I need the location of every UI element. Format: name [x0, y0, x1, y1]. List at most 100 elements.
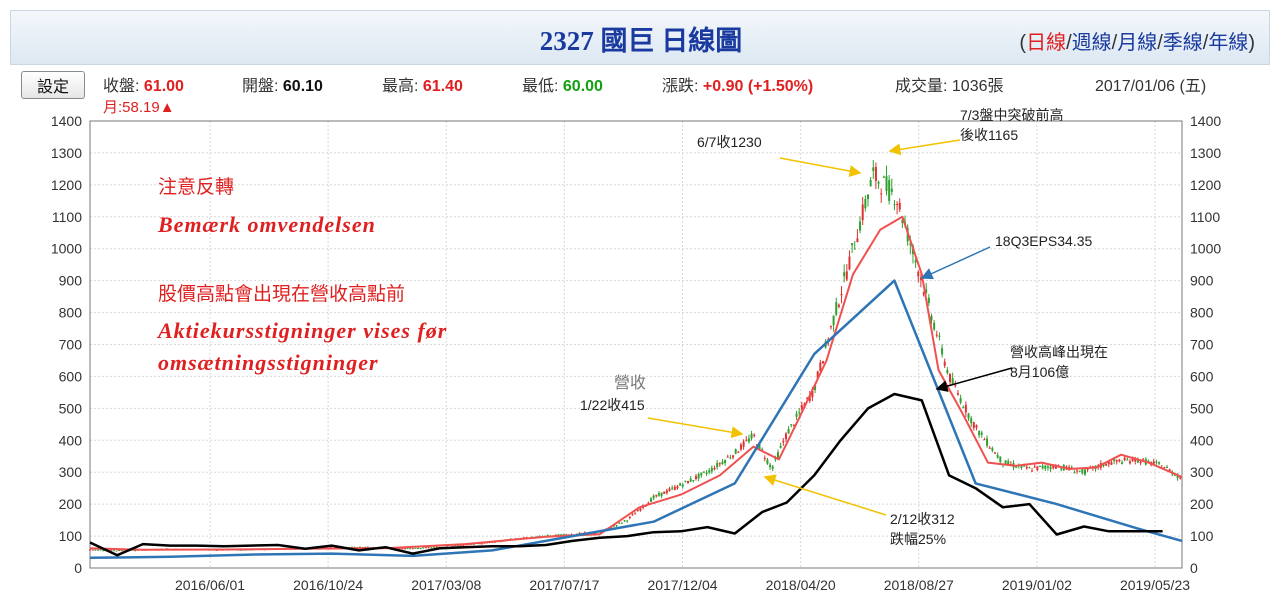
candle-down	[832, 315, 835, 326]
candle-down	[1158, 462, 1161, 464]
y-tick-label-left: 200	[59, 496, 83, 512]
paren-open: (	[1019, 32, 1027, 54]
candle-up	[665, 490, 668, 494]
candle-up	[975, 425, 978, 428]
candle-down	[1007, 461, 1010, 465]
annotation-label: 2/12收312	[890, 511, 955, 527]
y-tick-label-left: 1400	[51, 113, 82, 129]
candle-up	[964, 404, 967, 413]
candle-up	[811, 388, 814, 398]
candle-up	[687, 481, 690, 484]
candle-up	[1054, 465, 1057, 469]
candle-down	[679, 483, 682, 486]
candle-down	[980, 432, 983, 435]
paren-close: )	[1248, 32, 1255, 54]
candle-up	[1142, 458, 1145, 460]
change-quote: 漲跌: +0.90 (+1.50%)	[662, 72, 813, 96]
candle-down	[615, 524, 618, 526]
candle-down	[1155, 461, 1158, 463]
candle-down	[657, 493, 660, 496]
candle-down	[671, 487, 674, 489]
candle-down	[859, 221, 862, 231]
candle-down	[890, 188, 893, 192]
candle-up	[917, 271, 920, 277]
candle-up	[118, 549, 121, 551]
title-bar: 2327 國巨 日線圖 (日線/週線/月線/季線/年線)	[10, 10, 1270, 65]
candle-down	[925, 289, 928, 293]
annotation-label: 8月106億	[1010, 364, 1069, 380]
candle-up	[403, 548, 406, 550]
y-tick-label-left: 1300	[51, 145, 82, 161]
candle-up	[91, 549, 94, 551]
candle-up	[782, 440, 785, 443]
candle-down	[962, 407, 965, 409]
candle-up	[922, 292, 925, 294]
period-weekly-link[interactable]: 週線	[1071, 32, 1112, 54]
candle-up	[1110, 462, 1113, 465]
candle-down	[877, 181, 880, 184]
x-tick-label: 2019/05/23	[1120, 577, 1190, 593]
y-tick-label-left: 500	[59, 400, 83, 416]
candle-down	[456, 545, 459, 547]
x-tick-label: 2016/10/24	[293, 577, 363, 593]
candle-up	[994, 452, 997, 454]
candle-up	[856, 238, 859, 243]
candle-up	[763, 458, 766, 460]
candle-down	[660, 492, 663, 497]
period-separator: /	[1066, 32, 1072, 54]
x-tick-label: 2016/06/01	[175, 577, 245, 593]
x-tick-label: 2017/12/04	[647, 577, 717, 593]
settings-button[interactable]: 設定	[21, 71, 85, 99]
candle-down	[927, 297, 930, 304]
period-daily-link[interactable]: 日線	[1026, 32, 1067, 54]
candle-down	[1078, 470, 1081, 472]
plot-frame	[89, 120, 1183, 569]
period-quarterly-link[interactable]: 季線	[1162, 32, 1203, 54]
candle-down	[933, 322, 936, 330]
candle-down	[978, 430, 981, 436]
candle-down	[721, 461, 724, 465]
line-series	[89, 215, 1183, 560]
candle-up	[329, 547, 332, 549]
y-tick-label-left: 1000	[51, 241, 82, 257]
candle-down	[652, 495, 655, 499]
candle-up	[800, 405, 803, 409]
candle-down	[909, 243, 912, 245]
candle-down	[1176, 474, 1179, 479]
candle-down	[1081, 468, 1084, 474]
candle-down	[938, 335, 941, 337]
x-tick-label: 2018/08/27	[884, 577, 954, 593]
chart-note: Bemærk omvendelsen	[157, 212, 376, 237]
candle-down	[766, 459, 769, 464]
candle-down	[1044, 465, 1047, 469]
period-monthly-link[interactable]: 月線	[1117, 32, 1158, 54]
candle-up	[1139, 461, 1142, 464]
period-separator: /	[1157, 32, 1163, 54]
candle-down	[1166, 466, 1169, 468]
candle-up	[935, 334, 938, 336]
period-separator: /	[1111, 32, 1118, 54]
candle-up	[837, 304, 840, 307]
candle-up	[898, 202, 901, 210]
candle-down	[115, 550, 118, 552]
y-tick-label-left: 0	[74, 560, 82, 576]
y-tick-label-right: 1200	[1190, 177, 1221, 193]
candle-down	[901, 220, 904, 223]
annotation-arrows	[647, 139, 1013, 516]
arrow-1-22	[647, 417, 744, 439]
candle-down	[133, 550, 136, 552]
y-tick-label-right: 600	[1190, 368, 1214, 384]
candle-up	[943, 361, 946, 366]
candle-up	[425, 547, 428, 549]
candle-down	[557, 534, 560, 536]
candle-up	[594, 532, 597, 534]
candle-up	[1179, 477, 1182, 479]
candle-down	[414, 547, 417, 549]
y-tick-label-left: 100	[59, 528, 83, 544]
candle-up	[718, 463, 721, 465]
candle-down	[1073, 472, 1076, 474]
period-yearly-link[interactable]: 年線	[1208, 32, 1249, 54]
candle-up	[972, 422, 975, 428]
high-label: 最高:	[382, 78, 419, 95]
candle-down	[612, 525, 615, 527]
